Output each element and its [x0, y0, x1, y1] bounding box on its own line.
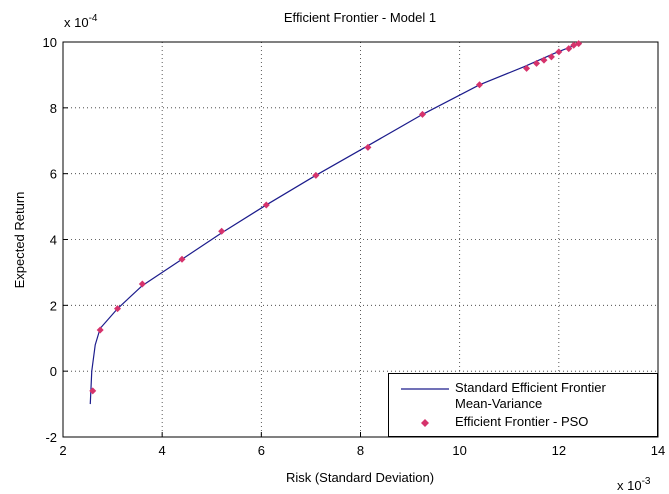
x-tick-label: 4 — [159, 443, 166, 458]
point — [114, 305, 122, 313]
chart-title: Efficient Frontier - Model 1 — [284, 10, 436, 25]
y-tick-label: 0 — [50, 364, 57, 379]
x-tick-label: 2 — [59, 443, 66, 458]
legend-entry: Standard Efficient Frontier Mean-Varianc… — [395, 380, 651, 412]
legend-label: Efficient Frontier - PSO — [455, 414, 589, 429]
x-scale: x 10-3 — [617, 476, 651, 493]
x-tick-label: 12 — [552, 443, 566, 458]
point — [575, 40, 583, 48]
y-tick-label: 10 — [43, 35, 57, 50]
x-tick-label: 8 — [357, 443, 364, 458]
point — [364, 143, 372, 151]
legend-marker — [421, 419, 429, 427]
x-tick-label: 10 — [452, 443, 466, 458]
y-tick-label: -2 — [45, 430, 57, 445]
legend-entry: Efficient Frontier - PSO — [395, 414, 651, 430]
point — [555, 48, 563, 56]
y-axis-label: Expected Return — [12, 192, 27, 289]
x-scale-base: x 10 — [617, 478, 642, 493]
x-tick-label: 6 — [258, 443, 265, 458]
x-axis-label: Risk (Standard Deviation) — [286, 470, 434, 485]
point — [218, 227, 226, 235]
legend-label: Standard Efficient Frontier Mean-Varianc… — [455, 380, 606, 411]
point — [540, 56, 548, 64]
y-tick-label: 4 — [50, 233, 57, 248]
y-scale-base: x 10 — [64, 15, 89, 30]
point — [565, 45, 573, 53]
legend-key — [421, 419, 429, 427]
point — [523, 64, 531, 72]
y-tick-label: 2 — [50, 298, 57, 313]
y-tick-label: 8 — [50, 101, 57, 116]
point — [533, 59, 541, 67]
point — [262, 201, 270, 209]
y-scale-exp: -4 — [89, 13, 98, 24]
point — [96, 326, 104, 334]
x-tick-label: 14 — [651, 443, 665, 458]
point — [312, 171, 320, 179]
point — [418, 110, 426, 118]
y-tick-label: 6 — [50, 167, 57, 182]
legend: Standard Efficient Frontier Mean-Varianc… — [388, 373, 658, 437]
y-scale: x 10-4 — [64, 13, 98, 30]
plot-frame — [62, 41, 659, 438]
legend-key — [401, 388, 449, 390]
point — [178, 255, 186, 263]
point — [138, 280, 146, 288]
point — [547, 53, 555, 61]
point — [89, 387, 97, 395]
x-scale-exp: -3 — [642, 476, 651, 487]
point — [476, 81, 483, 89]
frontier-line — [89, 44, 577, 405]
